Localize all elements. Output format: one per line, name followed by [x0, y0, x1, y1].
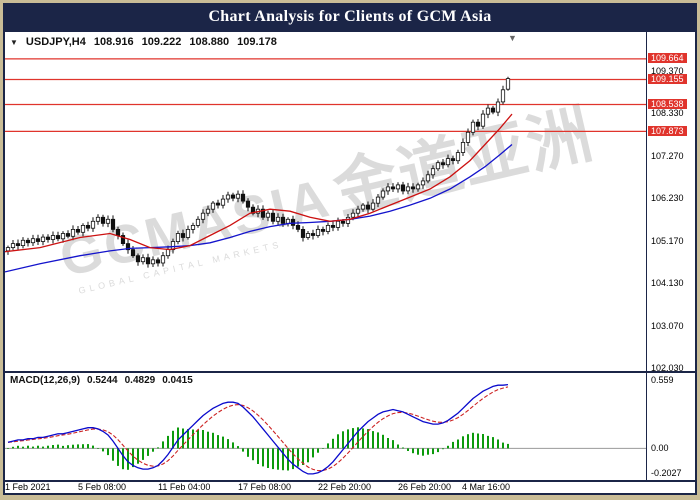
macd-axis: 0.559 0.00 -0.2027 [646, 373, 695, 480]
time-axis-label: 1 Feb 2021 [5, 482, 51, 492]
price-level-label: 108.538 [648, 98, 687, 109]
macd-hist-value: 0.0415 [162, 375, 193, 386]
axis-label: 105.170 [651, 235, 684, 246]
price-level-label: 109.155 [648, 74, 687, 85]
ohlc-close: 109.178 [237, 36, 277, 48]
time-axis-label: 5 Feb 08:00 [78, 482, 127, 492]
macd-name: MACD(12,26,9) [10, 375, 81, 386]
axis-label: 106.230 [651, 192, 684, 203]
price-level-label: 107.873 [648, 125, 687, 136]
price-level-label: 109.664 [648, 53, 687, 64]
time-axis-label: 11 Feb 04:00 [158, 482, 211, 492]
ohlc-info-line: ▼ USDJPY,H4 108.916 109.222 108.880 109.… [10, 36, 277, 48]
symbol-dropdown-icon[interactable]: ▼ [10, 37, 18, 47]
macd-panel[interactable]: MACD(12,26,9) 0.5244 0.4829 0.0415 [5, 373, 646, 480]
ohlc-high: 109.222 [141, 36, 182, 48]
price-chart-area[interactable]: GCMASIA 金道亚洲 GLOBAL CAPITAL MARKETS ▼ US… [5, 32, 646, 371]
ohlc-open: 108.916 [93, 36, 134, 48]
axis-label: -0.2027 [651, 468, 682, 479]
symbol-timeframe: USDJPY,H4 [25, 36, 86, 48]
panel-separator-bottom [5, 480, 695, 482]
macd-indicator-label: MACD(12,26,9) 0.5244 0.4829 0.0415 [10, 375, 193, 386]
macd-signal-value: 0.4829 [124, 375, 156, 386]
time-axis-label: 4 Mar 16:00 [462, 482, 511, 492]
candlestick-chart[interactable] [5, 32, 646, 371]
time-axis-label: 26 Feb 20:00 [398, 482, 452, 492]
time-axis-label: 22 Feb 20:00 [318, 482, 372, 492]
time-axis-label: 17 Feb 08:00 [238, 482, 292, 492]
time-axis[interactable]: 1 Feb 2021 5 Feb 08:00 11 Feb 04:00 17 Feb … [5, 482, 695, 493]
axis-label: 108.330 [651, 107, 684, 118]
panel-resize-separator[interactable] [5, 371, 695, 373]
axis-label: 109.370 [651, 65, 684, 76]
price-axis: 109.370 108.330 107.270 106.230 105.170 104.1… [646, 32, 695, 373]
axis-label: 102.030 [651, 362, 684, 373]
autoscroll-icon[interactable]: ▼ [508, 33, 517, 43]
macd-main-value: 0.5244 [87, 375, 118, 386]
ohlc-low: 108.880 [189, 36, 230, 48]
axis-label: 0.559 [651, 375, 674, 386]
axis-label: 104.130 [651, 277, 684, 288]
chart-window: GCMASIA 金道亚洲 GLOBAL CAPITAL MARKETS ▼ US… [3, 30, 697, 495]
axis-label: 103.070 [651, 320, 684, 331]
axis-label: 107.270 [651, 150, 684, 161]
title-bar: Chart Analysis for Clients of GCM Asia [3, 3, 697, 30]
window-title: Chart Analysis for Clients of GCM Asia [208, 7, 492, 25]
macd-chart [5, 383, 646, 475]
axis-label: 0.00 [651, 443, 669, 454]
